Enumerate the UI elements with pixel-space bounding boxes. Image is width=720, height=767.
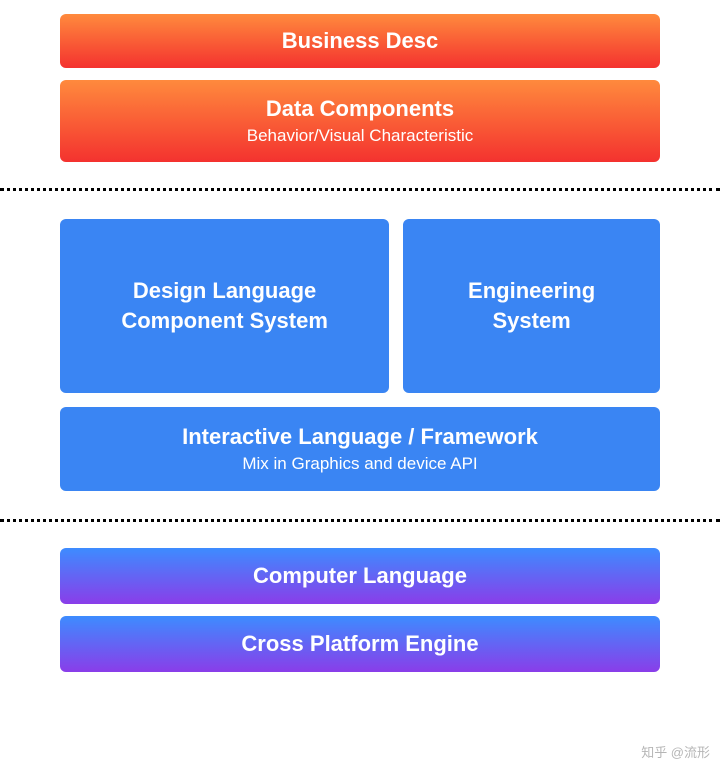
data-components-title: Data Components bbox=[266, 96, 454, 122]
design-language-block: Design Language Component System bbox=[60, 219, 389, 393]
business-desc-block: Business Desc bbox=[60, 14, 660, 68]
engineering-system-block: Engineering System bbox=[403, 219, 660, 393]
computer-language-block: Computer Language bbox=[60, 548, 660, 604]
business-desc-title: Business Desc bbox=[282, 28, 439, 54]
computer-language-title: Computer Language bbox=[253, 563, 467, 589]
engineering-system-title-line2: System bbox=[492, 306, 570, 336]
interactive-framework-title: Interactive Language / Framework bbox=[182, 424, 538, 450]
data-components-subtitle: Behavior/Visual Characteristic bbox=[247, 126, 473, 146]
cross-platform-block: Cross Platform Engine bbox=[60, 616, 660, 672]
interactive-framework-block: Interactive Language / Framework Mix in … bbox=[60, 407, 660, 491]
design-language-title-line1: Design Language bbox=[133, 276, 316, 306]
spacer bbox=[60, 393, 660, 407]
engineering-system-title-line1: Engineering bbox=[468, 276, 595, 306]
design-language-title-line2: Component System bbox=[121, 306, 328, 336]
watermark-text: 知乎 @流形 bbox=[641, 742, 710, 761]
spacer bbox=[0, 491, 720, 519]
bottom-layer-section: Computer Language Cross Platform Engine bbox=[0, 548, 720, 672]
spacer bbox=[60, 68, 660, 80]
data-components-block: Data Components Behavior/Visual Characte… bbox=[60, 80, 660, 162]
interactive-framework-subtitle: Mix in Graphics and device API bbox=[242, 454, 477, 474]
top-layer-section: Business Desc Data Components Behavior/V… bbox=[0, 14, 720, 162]
spacer bbox=[0, 162, 720, 188]
middle-row: Design Language Component System Enginee… bbox=[60, 219, 660, 393]
middle-layer-section: Design Language Component System Enginee… bbox=[0, 219, 720, 491]
spacer bbox=[0, 522, 720, 548]
spacer bbox=[0, 191, 720, 219]
spacer bbox=[60, 604, 660, 616]
cross-platform-title: Cross Platform Engine bbox=[241, 631, 478, 657]
